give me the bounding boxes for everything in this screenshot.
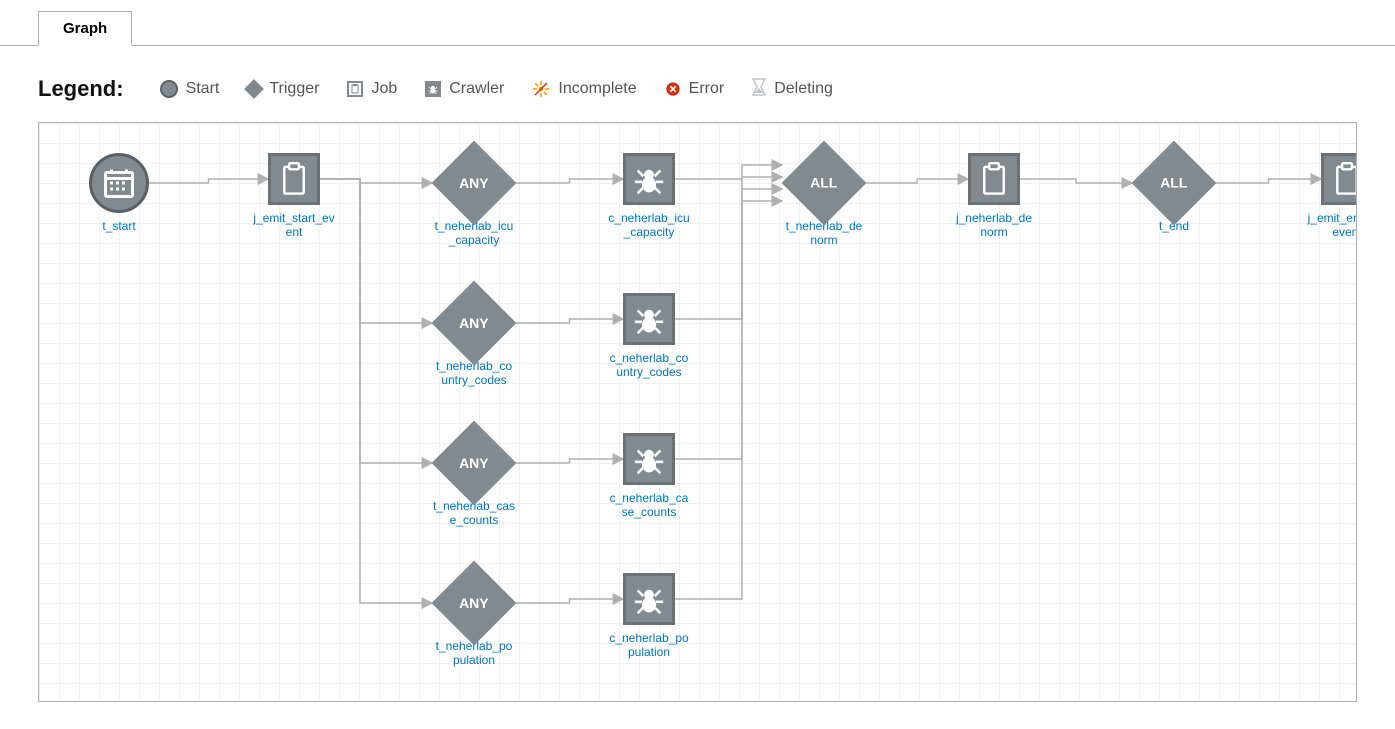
node-j_emit_ended_event[interactable]: j_emit_ended_event <box>1297 153 1357 240</box>
node-label: j_emit_start_event <box>244 211 344 240</box>
legend-label: Job <box>371 80 397 98</box>
node-t_start[interactable]: t_start <box>69 153 169 233</box>
legend-item-deleting: Deleting <box>752 78 833 101</box>
legend-title: Legend: <box>38 76 124 102</box>
trigger-icon <box>244 79 264 99</box>
node-label: c_neherlab_icu_capacity <box>599 211 699 240</box>
workflow-canvas[interactable]: t_start j_emit_start_event ANYt_neherlab_i… <box>38 122 1357 702</box>
deleting-icon <box>752 78 766 101</box>
incomplete-icon <box>532 80 550 98</box>
legend-item-crawler: Crawler <box>425 80 504 98</box>
node-t_neherlab_icu_capacity[interactable]: ANYt_neherlab_icu_capacity <box>424 153 524 248</box>
job-icon <box>347 81 363 97</box>
tab-bar: Graph <box>0 0 1395 46</box>
node-t_neherlab_case_counts[interactable]: ANYt_neherlab_case_counts <box>424 433 524 528</box>
legend-label: Deleting <box>774 80 833 98</box>
node-label: c_neherlab_case_counts <box>599 491 699 520</box>
node-c_neherlab_icu_capacity[interactable]: c_neherlab_icu_capacity <box>599 153 699 240</box>
node-t_end[interactable]: ALLt_end <box>1124 153 1224 233</box>
legend-label: Trigger <box>269 80 319 98</box>
legend-label: Error <box>689 80 725 98</box>
node-label: j_neherlab_denorm <box>944 211 1044 240</box>
node-t_neherlab_denorm[interactable]: ALLt_neherlab_denorm <box>774 153 874 248</box>
error-icon <box>665 81 681 97</box>
node-label: c_neherlab_country_codes <box>599 351 699 380</box>
node-label: t_start <box>69 219 169 233</box>
start-icon <box>160 80 178 98</box>
node-t_neherlab_country_codes[interactable]: ANYt_neherlab_country_codes <box>424 293 524 388</box>
node-label: j_emit_ended_event <box>1297 211 1357 240</box>
node-c_neherlab_country_codes[interactable]: c_neherlab_country_codes <box>599 293 699 380</box>
node-j_neherlab_denorm[interactable]: j_neherlab_denorm <box>944 153 1044 240</box>
legend-item-incomplete: Incomplete <box>532 80 636 98</box>
legend-item-start: Start <box>160 80 220 98</box>
node-c_neherlab_population[interactable]: c_neherlab_population <box>599 573 699 660</box>
node-j_emit_start_event[interactable]: j_emit_start_event <box>244 153 344 240</box>
legend-label: Crawler <box>449 80 504 98</box>
legend-label: Incomplete <box>558 80 636 98</box>
node-t_neherlab_population[interactable]: ANYt_neherlab_population <box>424 573 524 668</box>
legend-item-job: Job <box>347 80 397 98</box>
legend: Legend: Start Trigger Job Crawler Incomp… <box>0 46 1395 122</box>
legend-item-trigger: Trigger <box>247 80 319 98</box>
legend-label: Start <box>186 80 220 98</box>
node-label: c_neherlab_population <box>599 631 699 660</box>
legend-item-error: Error <box>665 80 725 98</box>
node-c_neherlab_case_counts[interactable]: c_neherlab_case_counts <box>599 433 699 520</box>
crawler-icon <box>425 81 441 97</box>
tab-graph[interactable]: Graph <box>38 11 132 46</box>
